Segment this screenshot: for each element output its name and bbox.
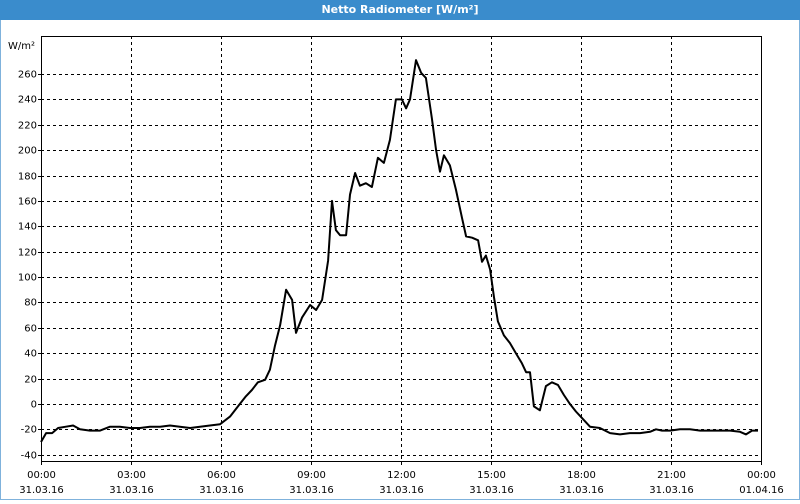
plot-border <box>41 36 762 462</box>
x-tick-label: 21:00 <box>657 470 686 481</box>
y-tick-label: 100 <box>18 273 37 284</box>
chart-title: Netto Radiometer [W/m²] <box>321 3 478 16</box>
y-tick-label: 0 <box>31 400 37 411</box>
y-tick-label: 140 <box>18 222 37 233</box>
y-tick-label: -20 <box>21 425 37 436</box>
y-tick-label: 200 <box>18 146 37 157</box>
y-tick-label: -40 <box>21 451 37 462</box>
y-tick-label: 80 <box>24 298 37 309</box>
x-tick-label: 06:00 <box>207 470 236 481</box>
x-tick-date: 31.03.16 <box>379 485 424 496</box>
x-tick-label: 09:00 <box>297 470 326 481</box>
x-tick-label: 15:00 <box>477 470 506 481</box>
y-tick-label: 220 <box>18 121 37 132</box>
x-tick-date: 31.03.16 <box>559 485 604 496</box>
x-tick-label: 00:00 <box>747 470 776 481</box>
x-tick-date: 31.03.16 <box>469 485 514 496</box>
x-tick-date: 31.03.16 <box>289 485 334 496</box>
y-tick-label: 160 <box>18 197 37 208</box>
title-bar <box>0 0 800 20</box>
y-tick-label: 40 <box>24 349 37 360</box>
y-tick-label: 60 <box>24 324 37 335</box>
x-tick-label: 12:00 <box>387 470 416 481</box>
x-tick-label: 03:00 <box>117 470 146 481</box>
y-tick-label: 20 <box>24 375 37 386</box>
y-tick-label: 260 <box>18 70 37 81</box>
y-tick-label: 240 <box>18 95 37 106</box>
data-line <box>40 59 758 443</box>
x-tick-date: 31.03.16 <box>19 485 64 496</box>
y-tick-label: 120 <box>18 248 37 259</box>
x-tick-label: 00:00 <box>27 470 56 481</box>
x-tick-label: 18:00 <box>567 470 596 481</box>
x-tick-date: 31.03.16 <box>109 485 154 496</box>
y-tick-label: 180 <box>18 172 37 183</box>
x-tick-date: 01.04.16 <box>739 485 784 496</box>
x-tick-date: 31.03.16 <box>649 485 694 496</box>
y-unit: W/m² <box>8 41 35 52</box>
x-tick-date: 31.03.16 <box>199 485 244 496</box>
